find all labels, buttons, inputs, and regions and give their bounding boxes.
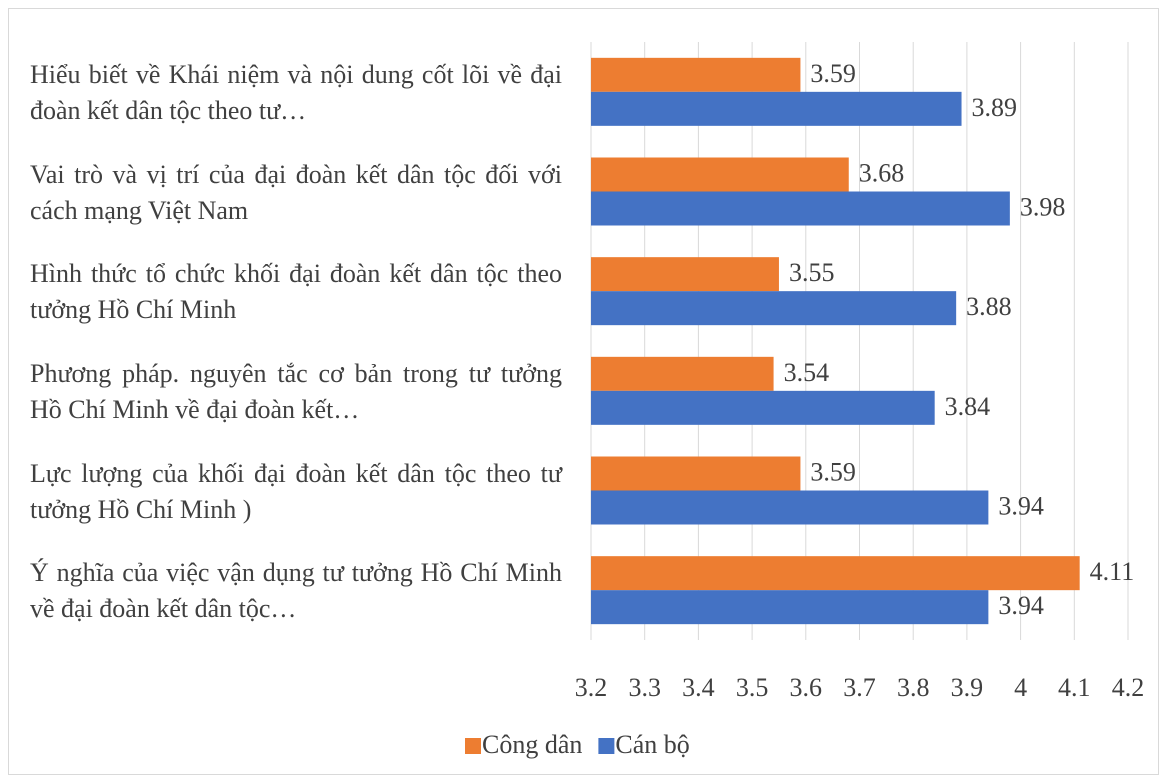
category-label: Phương pháp. nguyên tắc cơ bản trong tư …: [30, 358, 562, 424]
x-tick-label: 4: [1014, 673, 1027, 702]
category-label: Lực lượng của khối đại đoàn kết dân tộc …: [30, 458, 562, 524]
category-label: Ý nghĩa của việc vận dụng tư tưởng Hồ Ch…: [30, 558, 562, 624]
x-tick-label: 3.2: [575, 673, 608, 702]
category-label: Vai trò và vị trí của đại đoàn kết dân t…: [30, 159, 562, 225]
x-tick-label: 3.3: [628, 673, 661, 702]
value-label: 3.98: [1020, 192, 1066, 221]
bar: [591, 490, 989, 525]
value-label: 3.88: [966, 292, 1012, 321]
bar: [591, 356, 774, 391]
value-label: 3.68: [859, 158, 905, 187]
x-tick-label: 3.7: [843, 673, 876, 702]
legend-swatch: [598, 738, 615, 754]
value-label: 3.84: [945, 392, 991, 421]
value-label: 3.59: [810, 59, 856, 88]
x-tick-label: 4.2: [1112, 673, 1145, 702]
value-label: 3.59: [810, 457, 856, 486]
value-label: 3.89: [972, 93, 1018, 122]
bar: [591, 556, 1080, 591]
legend-swatch: [465, 738, 481, 754]
bar: [591, 590, 989, 625]
legend-label: Cán bộ: [615, 730, 689, 759]
bar: [591, 291, 957, 326]
x-tick-label: 3.9: [951, 673, 984, 702]
category-label: Hình thức tổ chức khối đại đoàn kết dân …: [30, 259, 562, 325]
bar: [591, 390, 935, 425]
bar: [591, 257, 779, 292]
x-tick-label: 4.1: [1058, 673, 1091, 702]
bar: [591, 157, 849, 192]
bar: [591, 57, 801, 92]
x-tick-label: 3.8: [897, 673, 930, 702]
x-tick-label: 3.6: [790, 673, 823, 702]
bar: [591, 191, 1010, 226]
value-label: 3.54: [784, 358, 830, 387]
value-label: 3.94: [998, 491, 1044, 520]
x-tick-label: 3.5: [736, 673, 769, 702]
category-label: Hiểu biết về Khái niệm và nội dung cốt l…: [30, 59, 562, 125]
value-label: 3.94: [998, 591, 1044, 620]
value-label: 3.55: [789, 258, 835, 287]
bar: [591, 91, 962, 126]
bar: [591, 456, 801, 491]
x-tick-label: 3.4: [682, 673, 715, 702]
legend-label: Công dân: [482, 730, 582, 759]
value-label: 4.11: [1090, 557, 1135, 586]
